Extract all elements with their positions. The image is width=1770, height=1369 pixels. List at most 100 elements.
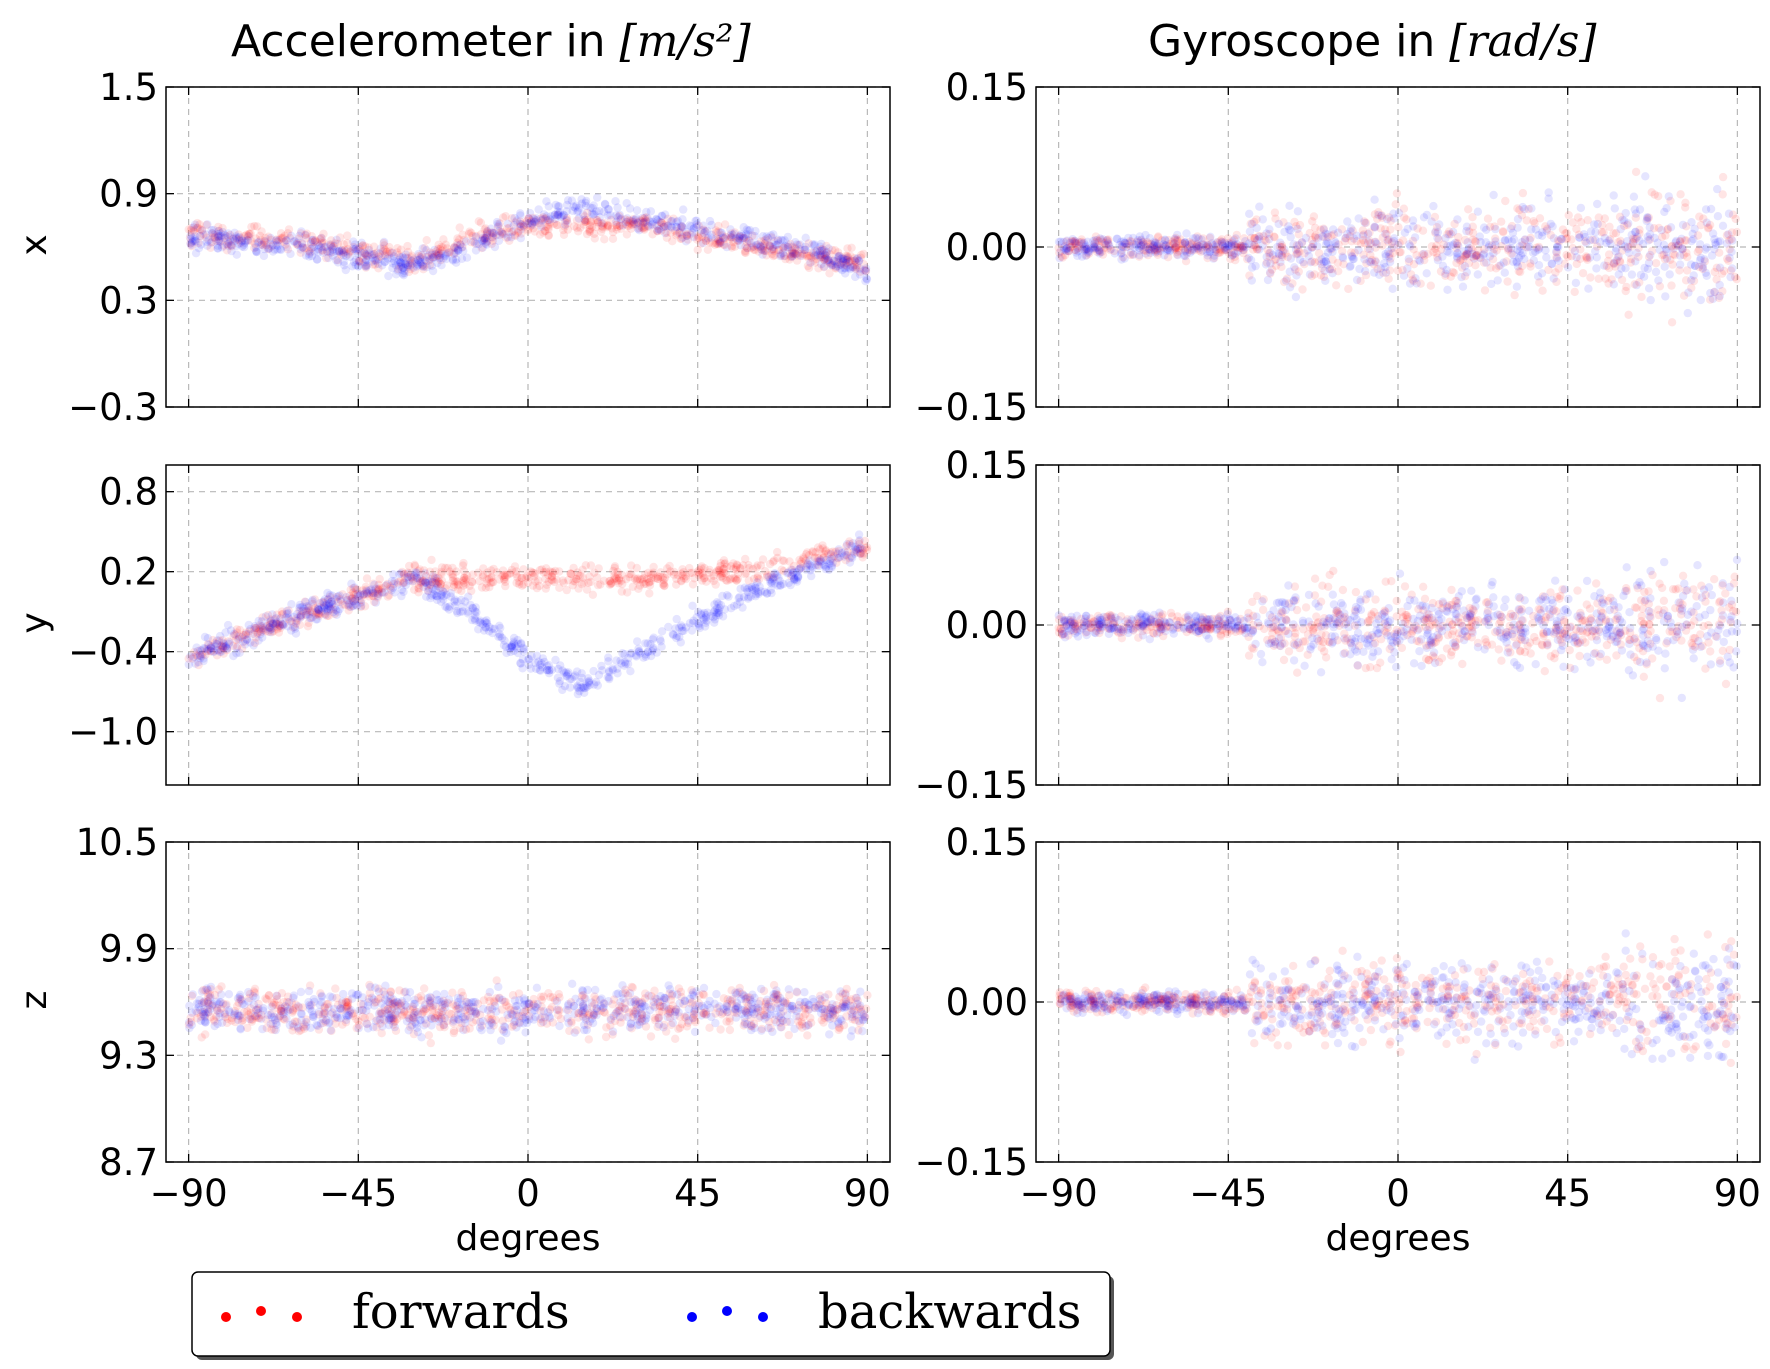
- point: [603, 223, 612, 232]
- point: [678, 215, 687, 224]
- series-backwards: [186, 193, 872, 286]
- point: [327, 597, 336, 607]
- point: [538, 215, 547, 224]
- point: [604, 657, 613, 666]
- point: [1681, 203, 1690, 212]
- point: [277, 233, 286, 242]
- point: [224, 237, 233, 246]
- ytick-label-0: 0.15: [946, 66, 1028, 109]
- point: [553, 210, 562, 220]
- point: [714, 221, 723, 231]
- point: [437, 242, 446, 252]
- point: [1655, 245, 1664, 255]
- point: [756, 237, 766, 246]
- point: [1493, 276, 1502, 285]
- point: [1471, 602, 1480, 611]
- point: [837, 265, 847, 275]
- point: [384, 250, 394, 259]
- point: [1258, 658, 1267, 667]
- point: [801, 233, 810, 242]
- point: [770, 251, 779, 260]
- point: [788, 249, 797, 258]
- point: [1334, 228, 1343, 237]
- point: [281, 240, 290, 249]
- point: [301, 231, 310, 240]
- point: [720, 240, 729, 250]
- point: [354, 262, 363, 271]
- point: [214, 222, 223, 232]
- point: [1180, 238, 1190, 247]
- point: [1251, 261, 1260, 271]
- point: [329, 608, 338, 617]
- point: [1376, 658, 1385, 667]
- point: [599, 207, 609, 216]
- point: [581, 198, 590, 207]
- point: [629, 219, 639, 228]
- point: [580, 688, 589, 697]
- point: [1683, 610, 1693, 619]
- point: [657, 218, 666, 227]
- point: [843, 244, 852, 253]
- point: [653, 216, 662, 225]
- point: [682, 231, 692, 241]
- point: [1352, 275, 1362, 285]
- point: [1285, 283, 1295, 292]
- point: [307, 232, 316, 241]
- point: [450, 243, 459, 252]
- point: [798, 251, 808, 260]
- point: [820, 253, 830, 262]
- point: [799, 245, 809, 255]
- point: [1624, 248, 1634, 257]
- point: [1614, 603, 1623, 612]
- point: [454, 246, 463, 255]
- point: [711, 580, 720, 589]
- point: [733, 236, 742, 245]
- point: [187, 241, 196, 251]
- point: [587, 209, 597, 218]
- title-gyroscope: Gyroscope in [rad/s]: [1148, 16, 1597, 67]
- point: [1320, 647, 1329, 656]
- point: [394, 251, 404, 260]
- point: [407, 256, 416, 266]
- point: [361, 249, 370, 259]
- point: [578, 210, 588, 219]
- point: [820, 254, 830, 264]
- point: [739, 223, 748, 232]
- point: [821, 251, 831, 260]
- point: [676, 223, 685, 232]
- point: [1400, 228, 1410, 237]
- point: [1437, 654, 1447, 663]
- point: [401, 253, 410, 262]
- point: [541, 214, 551, 223]
- point: [562, 585, 571, 595]
- point: [816, 252, 825, 262]
- point: [529, 224, 538, 233]
- point: [458, 602, 467, 612]
- point: [562, 200, 572, 210]
- point: [1584, 284, 1593, 293]
- point: [539, 228, 548, 237]
- point: [393, 258, 403, 267]
- point: [250, 221, 259, 231]
- point: [1540, 667, 1550, 676]
- point: [760, 239, 769, 248]
- point: [562, 214, 572, 223]
- point: [633, 218, 643, 227]
- point: [435, 251, 444, 260]
- point: [632, 652, 641, 661]
- point: [312, 255, 322, 264]
- point: [1343, 217, 1352, 226]
- point: [666, 222, 676, 231]
- point: [1448, 227, 1458, 237]
- point: [1433, 256, 1443, 265]
- point: [189, 223, 198, 232]
- point: [845, 257, 854, 267]
- point: [757, 245, 766, 254]
- point: [501, 577, 510, 587]
- point: [817, 252, 827, 262]
- point: [349, 242, 358, 252]
- point: [476, 230, 486, 239]
- point: [846, 264, 855, 274]
- point: [640, 213, 649, 222]
- point: [860, 266, 870, 275]
